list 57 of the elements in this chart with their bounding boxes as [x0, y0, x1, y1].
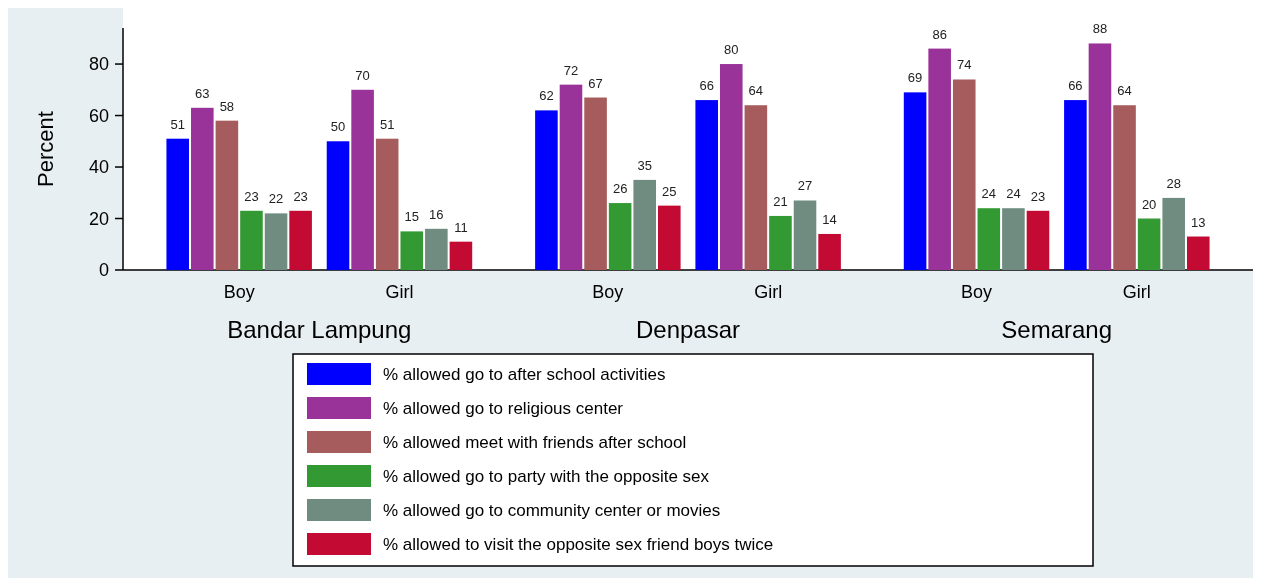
- data-label: 86: [932, 26, 947, 42]
- text: Denpasar: [635, 316, 741, 343]
- y-tick-label: 20: [88, 208, 109, 229]
- data-label: 66: [1068, 78, 1083, 94]
- data-label: 20: [1141, 196, 1157, 212]
- legend-label: % allowed go to community center or movies: [383, 500, 721, 520]
- y-tick-label: 0: [98, 260, 109, 281]
- data-label: 23: [244, 188, 259, 204]
- data-label: 11: [454, 219, 468, 235]
- text: Semarang: [1001, 316, 1113, 343]
- data-label: 51: [170, 116, 185, 132]
- y-tick-label: 80: [88, 54, 109, 75]
- data-label: 67: [588, 75, 603, 91]
- data-label: 72: [563, 62, 579, 78]
- data-label: 24: [1006, 186, 1021, 202]
- data-label: 24: [981, 186, 997, 202]
- data-label: 62: [539, 88, 554, 104]
- x-tick-label: Boy: [223, 282, 255, 302]
- text: Bandar Lampung: [227, 316, 412, 343]
- legend-label: % allowed to visit the opposite sex friend boys twice: [383, 534, 774, 554]
- data-label: 23: [293, 188, 308, 204]
- data-label: 27: [797, 178, 813, 194]
- data-label: 16: [429, 206, 444, 222]
- data-label: 64: [1117, 83, 1132, 99]
- y-tick-label: 40: [88, 157, 109, 178]
- data-label: 28: [1166, 175, 1181, 191]
- data-label: 13: [1191, 214, 1206, 230]
- data-label: 50: [330, 119, 346, 135]
- legend-label: % allowed go to party with the opposite sex: [383, 466, 710, 486]
- data-label: 63: [195, 85, 210, 101]
- y-axis-title: Percent: [33, 111, 58, 187]
- x-tick-label: Boy: [592, 282, 624, 302]
- data-label: 23: [1030, 188, 1046, 204]
- data-label: 64: [748, 83, 764, 99]
- data-label: 21: [773, 193, 788, 209]
- data-label: 15: [404, 209, 419, 225]
- x-tick-label: Girl: [754, 282, 783, 302]
- data-label: 88: [1092, 21, 1108, 37]
- data-label: 70: [355, 67, 370, 83]
- data-label: 69: [907, 70, 923, 86]
- data-label: 74: [957, 57, 972, 73]
- data-label: 22: [268, 191, 284, 207]
- data-label: 58: [219, 98, 235, 114]
- legend-label: % allowed go to after school activities: [383, 364, 666, 384]
- y-tick-label: 60: [88, 105, 109, 126]
- legend-label: % allowed meet with friends after school: [383, 432, 687, 452]
- x-tick-label: Boy: [961, 282, 993, 302]
- data-label: 26: [612, 181, 628, 197]
- data-label: 14: [822, 211, 837, 227]
- data-label: 80: [724, 42, 739, 58]
- data-label: 35: [637, 157, 652, 173]
- x-tick-label: Girl: [385, 282, 414, 302]
- data-label: 66: [699, 78, 714, 94]
- data-label: 25: [662, 183, 677, 199]
- x-tick-label: Girl: [1122, 282, 1151, 302]
- legend-label: % allowed go to religious center: [383, 398, 624, 418]
- data-label: 51: [379, 116, 395, 132]
